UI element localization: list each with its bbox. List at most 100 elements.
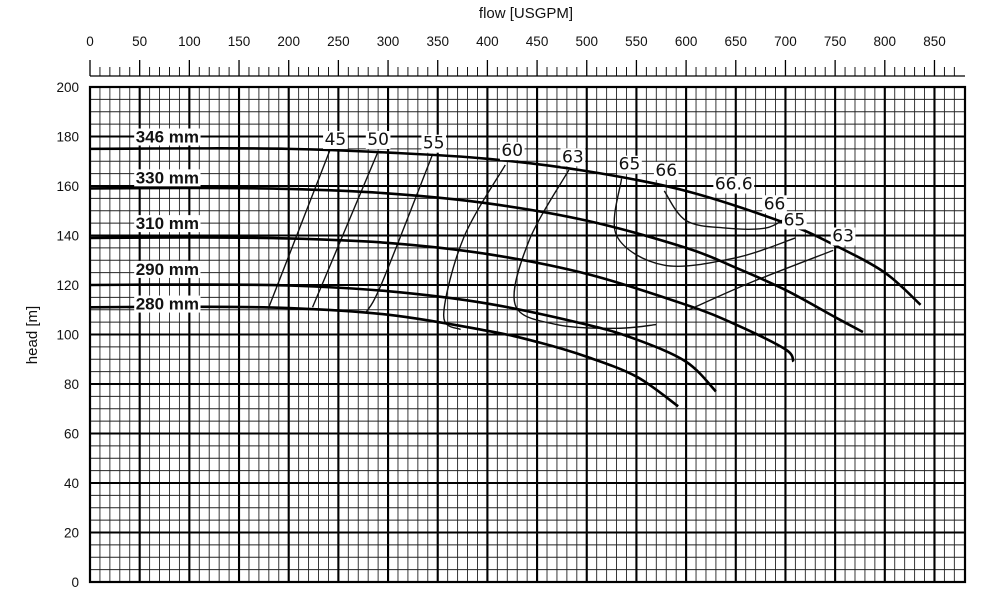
efficiency-curve-63 (688, 249, 834, 311)
efficiency-label-text: 63 (832, 227, 854, 247)
efficiency-label: 63 (560, 147, 586, 167)
efficiency-label-bg (617, 155, 642, 174)
efficiency-label-bg (499, 142, 525, 161)
x-tick-label: 600 (675, 34, 698, 49)
y-tick-label: 0 (71, 575, 79, 590)
efficiency-curve-60 (442, 164, 506, 331)
efficiency-label-bg (782, 211, 807, 230)
major-grid (90, 87, 965, 582)
x-tick-label: 400 (476, 34, 499, 49)
y-tick-label: 120 (56, 278, 79, 293)
efficiency-label: 55 (421, 134, 447, 154)
x-tick-label: 650 (725, 34, 748, 49)
impeller-curve-330mm (89, 186, 864, 334)
impeller-curve-310mm (89, 236, 795, 363)
efficiency-curve-66 (663, 190, 786, 230)
impeller-label-bg (134, 128, 201, 146)
efficiency-label-text: 65 (784, 210, 806, 230)
impeller-label-text: 280 mm (136, 295, 199, 314)
efficiency-curve-65 (613, 178, 796, 267)
impeller-label-bg (134, 260, 201, 278)
efficiency-label: 66 (653, 161, 679, 181)
y-tick-label: 100 (56, 328, 79, 343)
efficiency-label-text: 50 (367, 130, 389, 150)
efficiency-label: 65 (617, 155, 642, 175)
efficiency-curves (268, 148, 834, 331)
impeller-curve-280mm (89, 305, 679, 408)
efficiency-curve-63 (513, 169, 657, 330)
impeller-curve-290mm (89, 283, 717, 393)
x-tick-label: 50 (132, 34, 147, 49)
y-tick-labels: 0 20 40 60 80 100 120 140 160 180 200 (56, 80, 79, 590)
efficiency-curve-45 (268, 148, 332, 308)
efficiency-label-bg (323, 130, 348, 149)
curve-labels: 346 mm 330 mm 310 mm 290 mm 280 mm 45 50 55 60 63… (134, 128, 856, 314)
efficiency-label-text: 65 (619, 155, 641, 175)
x-axis-title: flow [USGPM] (479, 5, 573, 22)
x-tick-label: 100 (178, 34, 201, 49)
y-tick-label: 80 (64, 377, 79, 392)
impeller-label-bg (134, 169, 201, 187)
y-tick-label: 160 (56, 179, 79, 194)
x-tick-label: 700 (774, 34, 797, 49)
x-tick-label: 750 (824, 34, 847, 49)
efficiency-label-text: 45 (325, 130, 347, 150)
impeller-label: 346 mm (134, 128, 201, 147)
x-tick-label: 200 (277, 34, 300, 49)
top-ruler (89, 60, 965, 77)
x-tick-label: 800 (874, 34, 897, 49)
efficiency-label-bg (421, 134, 447, 153)
efficiency-label-text: 55 (423, 134, 445, 154)
impeller-label-text: 330 mm (136, 168, 199, 187)
y-tick-label: 40 (64, 476, 79, 491)
efficiency-label-text: 66 (764, 194, 786, 214)
x-tick-label: 550 (625, 34, 648, 49)
impeller-label: 310 mm (134, 214, 201, 233)
x-tick-label: 250 (327, 34, 350, 49)
impeller-label: 290 mm (134, 260, 201, 279)
efficiency-curve-55 (365, 153, 434, 313)
plot-frame (88, 85, 967, 584)
efficiency-label: 66 (762, 194, 787, 214)
efficiency-label-text: 66.6 (715, 175, 753, 195)
impeller-label-bg (134, 215, 201, 233)
impeller-label-text: 290 mm (136, 260, 199, 279)
efficiency-label: 45 (323, 130, 348, 150)
efficiency-label-bg (560, 148, 586, 167)
x-tick-label: 850 (923, 34, 946, 49)
efficiency-label-bg (830, 227, 856, 246)
efficiency-curve-50 (311, 151, 379, 308)
x-tick-labels: 0 50 100 150 200 250 300 350 400 450 500 550 600 650 7… (86, 34, 945, 49)
efficiency-label: 50 (365, 130, 391, 150)
x-tick-label: 0 (86, 34, 94, 49)
x-tick-label: 450 (526, 34, 549, 49)
y-tick-label: 200 (56, 80, 79, 95)
impeller-label: 280 mm (134, 295, 201, 314)
x-tick-label: 300 (377, 34, 400, 49)
efficiency-label: 60 (499, 141, 525, 161)
efficiency-label-bg (762, 195, 787, 214)
impeller-label-bg (134, 295, 201, 313)
efficiency-label-bg (653, 161, 679, 180)
impeller-label: 330 mm (134, 168, 201, 187)
y-tick-label: 20 (64, 526, 79, 541)
efficiency-label-text: 63 (562, 147, 584, 167)
y-tick-label: 60 (64, 427, 79, 442)
efficiency-label: 66.6 (713, 175, 755, 195)
y-axis-title: head [m] (24, 306, 41, 364)
impeller-label-text: 346 mm (136, 128, 199, 147)
x-tick-label: 500 (575, 34, 598, 49)
efficiency-label: 63 (830, 227, 856, 247)
plot-border (88, 85, 967, 584)
x-tick-label: 350 (426, 34, 449, 49)
efficiency-label: 65 (782, 210, 807, 230)
efficiency-label-bg (365, 130, 391, 149)
x-tick-label: 150 (228, 34, 251, 49)
y-tick-label: 140 (56, 229, 79, 244)
efficiency-label-text: 66 (655, 161, 677, 181)
impeller-label-text: 310 mm (136, 214, 199, 233)
efficiency-label-text: 60 (501, 141, 523, 161)
y-tick-label: 180 (56, 130, 79, 145)
